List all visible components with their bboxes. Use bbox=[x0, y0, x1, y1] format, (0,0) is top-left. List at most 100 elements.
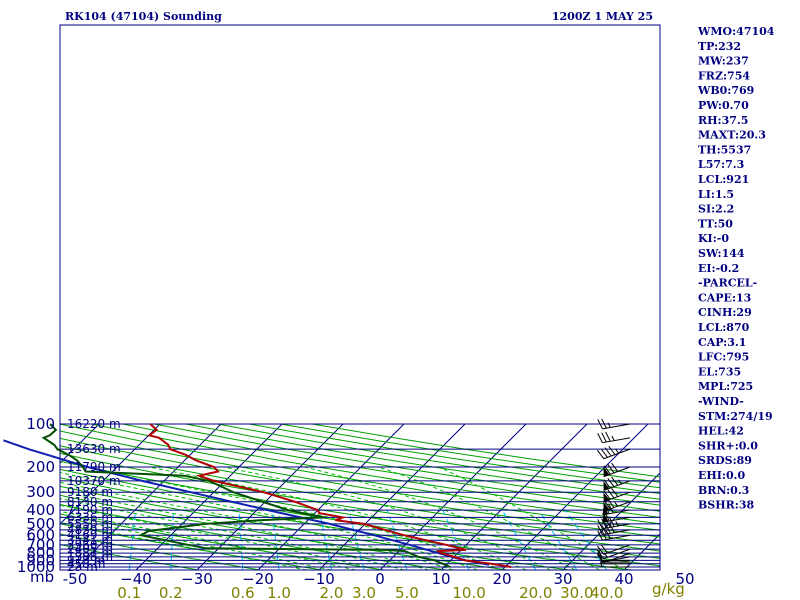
grid-layer bbox=[59, 24, 661, 571]
dry-adiabat bbox=[60, 452, 660, 552]
wind-barb bbox=[598, 550, 630, 561]
wind-barb-half-flag bbox=[615, 448, 620, 454]
wind-barb-flag bbox=[601, 518, 607, 529]
dry-adiabat bbox=[60, 533, 261, 570]
wind-barb-flag bbox=[598, 550, 603, 561]
height-label: 7190 m bbox=[67, 503, 113, 517]
wind-barb-pennant bbox=[603, 480, 610, 491]
wind-barb-layer bbox=[597, 418, 631, 568]
wind-barb bbox=[603, 487, 631, 503]
dry-adiabat bbox=[60, 503, 446, 570]
pressure-tick-label: 1000 bbox=[17, 558, 55, 576]
pressure-tick-label: 400 bbox=[26, 501, 55, 519]
mixing-ratio-label: 30.0 bbox=[560, 584, 593, 600]
wind-barb-flag bbox=[601, 418, 607, 429]
wind-barb-flag bbox=[611, 487, 619, 497]
dry-adiabat bbox=[154, 423, 660, 506]
chart-title: RK104 (47104) Sounding bbox=[65, 10, 222, 23]
height-label: 23 m bbox=[67, 560, 98, 574]
wind-barb-half-flag bbox=[607, 422, 611, 428]
wind-barb-flag bbox=[597, 545, 605, 555]
mixing-ratio-label: 0.6 bbox=[231, 584, 255, 600]
wind-barb-flag bbox=[603, 465, 611, 475]
wind-barb bbox=[597, 445, 631, 460]
wind-barb-flag bbox=[607, 498, 615, 508]
pressure-tick-label: 200 bbox=[26, 458, 55, 476]
index-line: RH:37.5 bbox=[698, 114, 748, 127]
wind-barb-staff bbox=[602, 437, 631, 444]
pressure-tick-label: 300 bbox=[26, 483, 55, 501]
wind-barb bbox=[603, 476, 631, 491]
wind-barb-flag bbox=[605, 431, 611, 442]
wind-barb-flag bbox=[603, 500, 611, 510]
temperature-tick-label: 50 bbox=[675, 570, 694, 588]
moist-adiabat bbox=[60, 481, 454, 570]
wind-barb-flag bbox=[609, 517, 615, 527]
wind-barb-staff bbox=[603, 448, 631, 460]
index-line: KI:-0 bbox=[698, 232, 729, 245]
isotherm-line bbox=[562, 472, 660, 570]
index-line: EHI:0.0 bbox=[698, 469, 745, 482]
wind-barb-flag bbox=[597, 554, 605, 563]
height-label: 913 m bbox=[67, 553, 105, 567]
wind-barb-flag bbox=[597, 530, 603, 541]
wind-barb-flag bbox=[603, 479, 611, 489]
height-label: 4169 m bbox=[67, 528, 113, 542]
plot-frame bbox=[59, 24, 661, 571]
height-label: 13630 m bbox=[67, 442, 121, 456]
mixing-ratio-label: 5.0 bbox=[395, 584, 419, 600]
height-label: 10370 m bbox=[67, 474, 121, 488]
index-line: LI:1.5 bbox=[698, 188, 734, 201]
wind-barb-staff bbox=[602, 529, 631, 536]
wind-barb bbox=[603, 498, 631, 512]
wind-barb-flag bbox=[597, 433, 603, 443]
trace-layer bbox=[3, 423, 512, 568]
dry-adiabat bbox=[60, 485, 570, 570]
temperature-tick-label: 0 bbox=[375, 570, 385, 588]
wind-barb-pennant bbox=[603, 501, 610, 512]
index-line: STM:274/19 bbox=[698, 410, 773, 423]
wind-barb-flag bbox=[597, 525, 603, 535]
index-line: BRN:0.3 bbox=[698, 484, 749, 497]
temperature-tick-label: 20 bbox=[492, 570, 511, 588]
wind-barb-staff bbox=[602, 423, 631, 430]
wind-barb-half-flag bbox=[600, 561, 603, 568]
pressure-tick-label: 700 bbox=[26, 536, 55, 554]
wind-barb-flag bbox=[604, 447, 612, 457]
wind-barb-flag bbox=[611, 476, 619, 486]
wind-barb-staff bbox=[603, 548, 631, 560]
dry-adiabat bbox=[122, 423, 660, 512]
index-line: EL:735 bbox=[698, 365, 741, 378]
moist-adiabat bbox=[60, 490, 429, 570]
height-label: 16220 m bbox=[67, 417, 121, 431]
index-line: FRZ:754 bbox=[698, 69, 750, 82]
moist-adiabat bbox=[60, 497, 405, 570]
dry-adiabat bbox=[60, 423, 660, 525]
index-line: LCL:870 bbox=[698, 321, 750, 334]
dry-adiabat bbox=[60, 437, 660, 538]
pressure-tick-label: 800 bbox=[26, 544, 55, 562]
wind-barb bbox=[597, 517, 631, 530]
index-line: -WIND- bbox=[698, 395, 744, 408]
moist-adiabat bbox=[149, 466, 527, 570]
dry-adiabat bbox=[60, 430, 660, 531]
wind-barb-flag bbox=[597, 519, 603, 530]
wind-barb-staff bbox=[602, 523, 631, 530]
wind-barb-flag bbox=[597, 450, 605, 460]
dewpoint-trace bbox=[41, 423, 451, 568]
wind-barb-half-flag bbox=[618, 479, 622, 485]
index-line: BSHR:38 bbox=[698, 499, 754, 512]
index-line: L57:7.3 bbox=[698, 158, 744, 171]
index-line: MPL:725 bbox=[698, 380, 753, 393]
wind-barb-staff bbox=[602, 556, 631, 563]
wind-barb-flag bbox=[600, 448, 608, 458]
temperature-tick-label: 10 bbox=[431, 570, 450, 588]
temperature-tick-label: 30 bbox=[553, 570, 572, 588]
index-line: MW:237 bbox=[698, 55, 749, 68]
temperature-trace bbox=[147, 423, 512, 568]
mixing-ratio-label: 20.0 bbox=[519, 584, 552, 600]
temperature-tick-label: −10 bbox=[303, 570, 335, 588]
pressure-tick-label: 100 bbox=[26, 415, 55, 433]
